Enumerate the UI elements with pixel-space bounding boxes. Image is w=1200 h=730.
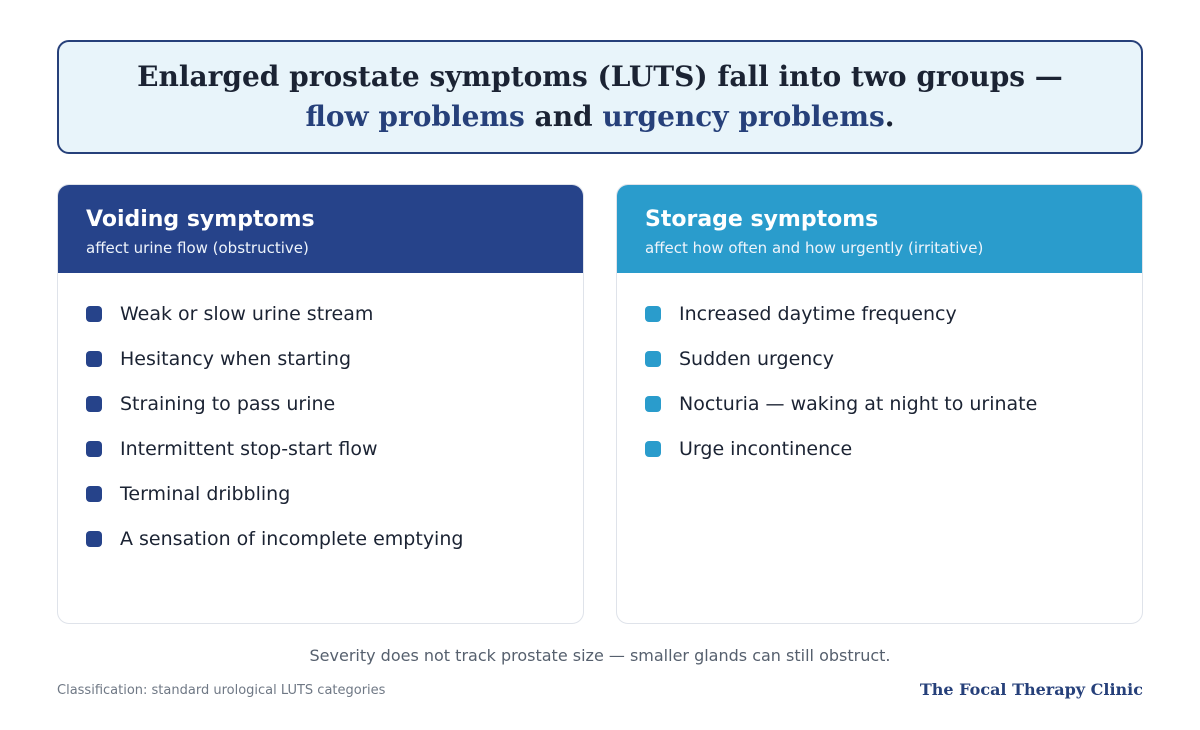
list-item-text: Nocturia — waking at night to urinate — [679, 392, 1038, 415]
list-item-text: Sudden urgency — [679, 347, 834, 370]
list-item-text: A sensation of incomplete emptying — [120, 527, 464, 550]
storage-card-subtitle: affect how often and how urgently (irrit… — [645, 239, 984, 257]
headline-part-3: . — [884, 100, 895, 133]
list-item: Nocturia — waking at night to urinate — [645, 381, 1114, 426]
bullet-square-icon — [645, 305, 661, 322]
footnote: Severity does not track prostate size — … — [309, 646, 891, 665]
list-item: Urge incontinence — [645, 426, 1114, 471]
list-item-text: Urge incontinence — [679, 437, 853, 460]
list-item: Weak or slow urine stream — [86, 291, 555, 336]
list-item: Sudden urgency — [645, 336, 1114, 381]
list-item-text: Intermittent stop-start flow — [120, 437, 378, 460]
list-item: Increased daytime frequency — [645, 291, 1114, 336]
storage-card-header: Storage symptoms affect how often and ho… — [617, 185, 1142, 273]
list-item-text: Terminal dribbling — [120, 482, 291, 505]
list-item-text: Straining to pass urine — [120, 392, 336, 415]
list-item: Intermittent stop-start flow — [86, 426, 555, 471]
bullet-square-icon — [86, 530, 102, 547]
voiding-card-header: Voiding symptoms affect urine flow (obst… — [58, 185, 583, 273]
headline: Enlarged prostate symptoms (LUTS) fall i… — [119, 57, 1081, 137]
list-item: Hesitancy when starting — [86, 336, 555, 381]
list-item: Straining to pass urine — [86, 381, 555, 426]
source-note: Classification: standard urological LUTS… — [57, 683, 386, 698]
list-item-text: Hesitancy when starting — [120, 347, 352, 370]
storage-card-title: Storage symptoms — [645, 207, 879, 232]
bullet-square-icon — [645, 350, 661, 367]
voiding-symptoms-card: Voiding symptoms affect urine flow (obst… — [57, 184, 584, 624]
storage-symptoms-card: Storage symptoms affect how often and ho… — [616, 184, 1143, 624]
headline-part-1: Enlarged prostate symptoms (LUTS) fall i… — [137, 60, 1063, 93]
voiding-card-title: Voiding symptoms — [86, 207, 315, 232]
bullet-square-icon — [645, 395, 661, 412]
bullet-square-icon — [86, 440, 102, 457]
bullet-square-icon — [645, 440, 661, 457]
list-item: A sensation of incomplete emptying — [86, 516, 555, 561]
bullet-square-icon — [86, 395, 102, 412]
voiding-card-subtitle: affect urine flow (obstructive) — [86, 239, 309, 257]
bullet-square-icon — [86, 350, 102, 367]
headline-box: Enlarged prostate symptoms (LUTS) fall i… — [57, 40, 1143, 154]
voiding-symptom-list: Weak or slow urine stream Hesitancy when… — [58, 273, 583, 561]
bullet-square-icon — [86, 485, 102, 502]
brand-name: The Focal Therapy Clinic — [919, 680, 1143, 699]
headline-accent-urgency: urgency problems — [602, 100, 885, 133]
list-item-text: Increased daytime frequency — [679, 302, 957, 325]
bullet-square-icon — [86, 305, 102, 322]
headline-part-2: and — [524, 100, 603, 133]
storage-symptom-list: Increased daytime frequency Sudden urgen… — [617, 273, 1142, 471]
list-item: Terminal dribbling — [86, 471, 555, 516]
headline-accent-flow: flow problems — [305, 100, 525, 133]
list-item-text: Weak or slow urine stream — [120, 302, 374, 325]
